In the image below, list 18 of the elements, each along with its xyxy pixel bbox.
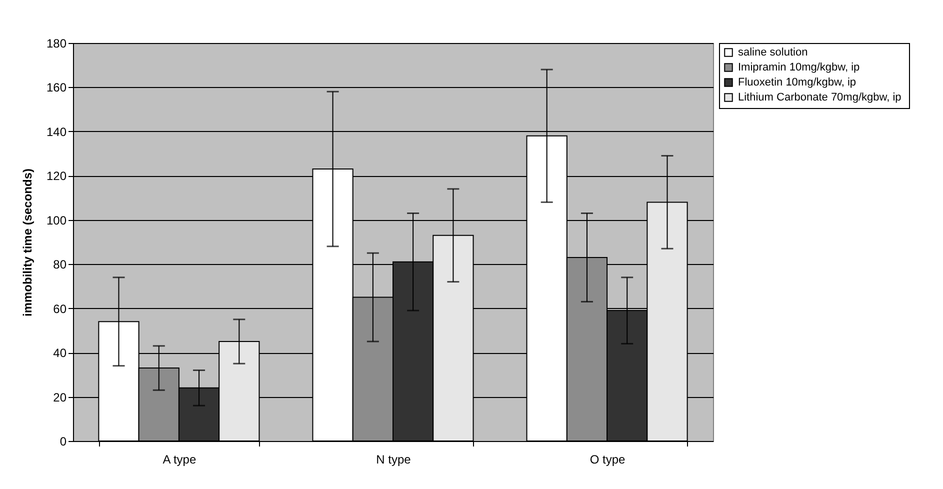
y-tick-label: 20 <box>53 390 67 404</box>
y-tick-label: 40 <box>53 346 67 360</box>
legend-label: Lithium Carbonate 70mg/kgbw, ip <box>738 92 902 104</box>
y-tick-label: 160 <box>46 80 67 95</box>
x-tick-label: A type <box>162 452 196 466</box>
y-tick-label: 80 <box>53 258 67 272</box>
x-tick-label: N type <box>376 452 412 466</box>
legend-label: Fluoxetin 10mg/kgbw, ip <box>738 76 856 88</box>
legend-label: saline solution <box>738 46 808 58</box>
y-tick-label: 100 <box>46 213 67 228</box>
y-tick-label: 120 <box>46 169 67 184</box>
legend-label: Imipramin 10mg/kgbw, ip <box>738 62 860 74</box>
y-tick-label: 140 <box>46 124 67 139</box>
y-tick-label: 0 <box>60 434 67 448</box>
x-tick-label: O type <box>590 452 626 466</box>
y-axis-title: immobility time (seconds) <box>20 168 34 317</box>
y-tick-label: 180 <box>46 36 67 50</box>
y-tick-label: 60 <box>53 302 67 316</box>
